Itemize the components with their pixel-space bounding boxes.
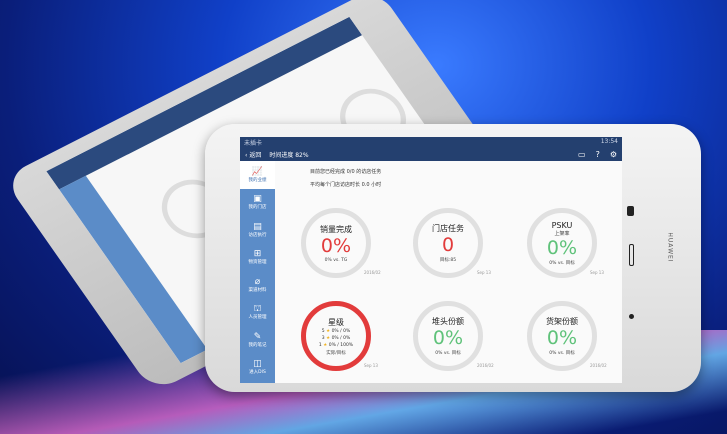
app-screen: 未插卡 13:54 ‹ 返回 时间进度 82% ▭ ? ⚙ 📈 我的业绩 ▣ 我的门… <box>240 137 622 383</box>
settings-icon[interactable]: ⚙ <box>609 150 617 159</box>
card-store-tasks[interactable]: 门店任务 0 目标:85 <box>413 208 483 278</box>
card-value: 0% <box>320 234 352 257</box>
card-title: 堆头份额 <box>432 317 464 326</box>
star-level: 1 <box>318 342 322 348</box>
sidebar-item-dis[interactable]: ◫ 进入DIS <box>240 354 275 382</box>
grid-icon: ⊞ <box>253 249 262 260</box>
card-date: Sep 13 <box>477 270 491 275</box>
sidebar-item-channel[interactable]: ⌀ 渠道材料 <box>240 271 275 299</box>
sidebar-item-stores[interactable]: ▣ 我的门店 <box>240 189 275 217</box>
card-sales[interactable]: 销量完成 0% 0% vs. TG <box>301 208 371 278</box>
sensor-icon <box>629 314 634 319</box>
card-caption: 实际/目标 <box>326 350 346 356</box>
card-date: Sep 13 <box>364 363 378 368</box>
sidebar: 📈 我的业绩 ▣ 我的门店 ▤ 访店执行 ⊞ 物资管理 ⌀ 渠道材料 ⛫ 人员管理 ✎ 我的笔… <box>240 161 275 383</box>
message-icon[interactable]: ▭ <box>578 150 586 159</box>
card-caption: 0% vs. 目标 <box>549 351 575 356</box>
paperclip-icon: ⌀ <box>254 276 261 287</box>
star-row: 3 ★ 0% / 0% <box>322 335 350 342</box>
sidebar-item-visits[interactable]: ▤ 访店执行 <box>240 216 275 244</box>
sidebar-item-label: 我的笔记 <box>248 342 267 348</box>
sidebar-item-staff[interactable]: ⛫ 人员管理 <box>240 299 275 327</box>
app-header: ‹ 返回 时间进度 82% ▭ ? ⚙ <box>240 148 622 161</box>
star-value: 0% / 100% <box>328 342 354 348</box>
card-title: 门店任务 <box>432 224 464 233</box>
star-row: 1 ★ 0% / 100% <box>319 342 353 349</box>
time-progress: 时间进度 82% <box>269 152 309 159</box>
card-shelf-share[interactable]: 货架份额 0% 0% vs. 目标 <box>527 301 597 371</box>
card-value: 0% <box>546 327 578 349</box>
card-title: 星级 <box>328 317 344 327</box>
sidebar-item-label: 访店执行 <box>248 232 267 238</box>
back-label: 返回 <box>249 152 262 159</box>
card-title: PSKU <box>551 220 573 230</box>
card-title: 货架份额 <box>546 317 578 326</box>
home-button[interactable] <box>629 244 634 266</box>
star-icon: ★ <box>323 342 328 348</box>
sidebar-item-label: 人员管理 <box>248 315 267 321</box>
card-value: 0% <box>432 327 464 349</box>
star-icon: ★ <box>326 328 331 334</box>
sidebar-item-performance[interactable]: 📈 我的业绩 <box>240 161 275 189</box>
chart-icon: 📈 <box>251 166 264 177</box>
card-title: 销量完成 <box>320 224 352 234</box>
card-date: 2016/02 <box>364 270 381 275</box>
sidebar-item-materials[interactable]: ⊞ 物资管理 <box>240 244 275 272</box>
list-icon: ◫ <box>253 359 262 370</box>
sidebar-item-label: 渠道材料 <box>248 287 267 293</box>
tablet: HUAWEI 未插卡 13:54 ‹ 返回 时间进度 82% ▭ ? ⚙ 📈 我的… <box>205 124 701 392</box>
back-button[interactable]: ‹ 返回 <box>245 152 262 159</box>
card-date: Sep 13 <box>590 270 604 275</box>
card-psku[interactable]: PSKU 上架率 0% 0% vs. 目标 <box>527 208 597 278</box>
sidebar-item-label: 我的门店 <box>248 205 267 211</box>
note-icon: ✎ <box>253 331 262 342</box>
camera-icon <box>627 206 634 216</box>
card-caption: 0% vs. 目标 <box>435 351 461 356</box>
star-level: 3 <box>321 335 325 341</box>
card-caption: 0% vs. TG <box>324 257 348 263</box>
star-icon: ★ <box>326 335 331 341</box>
store-icon: ▣ <box>253 194 262 205</box>
star-row: 5 ★ 0% / 0% <box>322 328 350 335</box>
card-value: 0% <box>546 236 578 259</box>
clipboard-icon: ▤ <box>253 221 262 232</box>
sidebar-item-label: 物资管理 <box>248 260 267 266</box>
sidebar-item-label: 进入DIS <box>249 370 266 376</box>
card-display-share[interactable]: 堆头份额 0% 0% vs. 目标 <box>413 301 483 371</box>
people-icon: ⛫ <box>253 304 262 315</box>
carrier-text: 未插卡 <box>244 140 263 147</box>
card-star-rating[interactable]: 星级 5 ★ 0% / 0% 3 ★ 0% / 0% 1 ★ 0% / 100%… <box>301 301 371 371</box>
sidebar-item-notes[interactable]: ✎ 我的笔记 <box>240 326 275 354</box>
visit-duration: 平均每个门店访店时长 0.0 小时 <box>310 182 382 188</box>
status-bar: 未插卡 13:54 <box>240 137 622 148</box>
sidebar-item-label: 我的业绩 <box>248 177 267 183</box>
star-level: 5 <box>321 328 325 334</box>
brand-logo: HUAWEI <box>666 232 674 263</box>
visit-summary: 目前您已经完成 0/0 的访店任务 <box>310 169 382 175</box>
card-date: 2016/02 <box>590 363 607 368</box>
card-value: 0 <box>441 234 455 256</box>
star-value: 0% / 0% <box>331 328 351 334</box>
card-caption: 0% vs. 目标 <box>549 260 575 266</box>
card-subtitle: 上架率 <box>554 230 570 237</box>
help-icon[interactable]: ? <box>595 150 600 159</box>
card-date: 2016/02 <box>477 363 494 368</box>
clock: 13:54 <box>600 138 618 145</box>
star-value: 0% / 0% <box>331 335 351 341</box>
card-caption: 目标:85 <box>439 258 457 263</box>
